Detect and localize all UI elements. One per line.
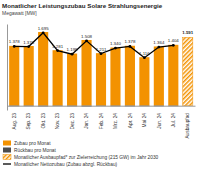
bar (38, 32, 48, 106)
marker (85, 39, 88, 42)
bar (110, 48, 120, 106)
x-tick: Nov. 23 (55, 106, 60, 129)
data-labels: 1.5911.3781.3761.6951.2811.1981.5081.211… (9, 26, 194, 56)
marker (114, 47, 117, 50)
x-tick: Okt. 23 (41, 106, 46, 129)
legend-label: Zubau pro Monat (14, 141, 51, 146)
marker (143, 56, 146, 59)
x-tick: Feb. 24 (99, 106, 104, 130)
y-axis-line (7, 25, 8, 111)
subtitle: Megawatt [MW] (2, 10, 37, 16)
data-label: 1.404 (168, 38, 180, 43)
bar (154, 46, 164, 105)
legend-entry: Monatlicher Ausbaupfad* zur Zielerreichu… (3, 155, 159, 160)
bar (67, 54, 77, 106)
marker (157, 46, 160, 49)
x-tick-label: Nov. 23 (55, 113, 60, 130)
line (14, 33, 173, 58)
legend-entry: Rückbau pro Monat (3, 148, 57, 153)
y-axis (7, 25, 8, 111)
legend: Zubau pro Monat Rückbau pro Monat Monatlic… (3, 141, 159, 167)
data-label: 1.198 (67, 47, 79, 52)
legend-entry: Zubau pro Monat (3, 141, 51, 146)
title: Monatlicher Leistungszubau Solare Strahl… (2, 2, 163, 9)
data-label: 1.376 (23, 40, 35, 45)
data-label: 1.378 (124, 39, 136, 44)
x-axis-line (8, 106, 196, 107)
bar (96, 53, 106, 106)
x-tick: Sep. 23 (26, 106, 31, 130)
x-tick-label: Okt. 23 (41, 113, 46, 129)
data-label: 1.116 (139, 51, 150, 56)
legend-swatch (3, 155, 11, 160)
x-tick: Apr. 24 (128, 106, 133, 129)
marker (56, 49, 59, 52)
x-tick-label: Aug. 23 (12, 113, 17, 130)
x-tick-label: Jan. 24 (84, 113, 89, 129)
plot-marks (9, 31, 193, 106)
x-tick-label: Jul. 24 (171, 113, 176, 127)
x-tick: Jan. 24 (84, 106, 89, 129)
bar (81, 40, 91, 106)
chart: Monatlicher Leistungszubau Solare Strahl… (0, 0, 200, 170)
x-tick: Ausbaupfad (185, 106, 190, 139)
bar (9, 46, 19, 106)
data-label: 1.211 (96, 47, 107, 52)
bar (139, 57, 149, 106)
x-tick-label: Sep. 23 (26, 113, 31, 130)
marker (129, 45, 132, 48)
x-tick-label: Dez. 23 (70, 113, 75, 130)
x-tick-label: Ausbaupfad (185, 113, 190, 139)
x-tick-label: Feb. 24 (99, 113, 104, 130)
x-tick: Mrz. 24 (113, 106, 118, 129)
marker (42, 31, 45, 34)
x-tick-label: Apr. 24 (128, 113, 133, 129)
marker (13, 45, 16, 48)
legend-swatch (3, 148, 11, 153)
data-label: 1.340 (110, 41, 122, 46)
data-label: 1.378 (9, 39, 21, 44)
bar (53, 50, 63, 106)
bar (125, 46, 135, 106)
legend-swatch (3, 163, 11, 164)
x-tick: Jun. 24 (157, 106, 162, 129)
x-tick: Aug. 23 (12, 106, 17, 130)
marker (172, 44, 175, 47)
legend-swatch (3, 141, 11, 146)
data-label: 1.281 (52, 44, 64, 49)
bar (168, 45, 178, 106)
marker (27, 45, 30, 48)
legend-label: Monatlicher Ausbaupfad* zur Zielerreichu… (14, 155, 159, 160)
data-label: 1.508 (81, 34, 93, 39)
x-tick: Mai 24 (142, 106, 147, 128)
data-label: 1.364 (153, 40, 165, 45)
bar (183, 37, 193, 105)
x-tick: Jul. 24 (171, 106, 176, 127)
x-tick: Dez. 23 (70, 106, 75, 130)
legend-label: Rückbau pro Monat (14, 148, 57, 153)
data-label: 1.695 (38, 26, 50, 31)
legend-entry: Monatlicher Nettozubau (Zubau abzgl. Rüc… (3, 162, 118, 167)
bar (24, 46, 34, 106)
x-tick-label: Jun. 24 (157, 113, 162, 129)
data-label: 1.591 (182, 30, 194, 35)
x-tick-label: Mrz. 24 (113, 113, 118, 129)
marker (100, 52, 103, 55)
marker (71, 53, 74, 56)
x-tick-label: Mai 24 (142, 113, 147, 128)
legend-label: Monatlicher Nettozubau (Zubau abzgl. Rüc… (14, 162, 118, 167)
x-axis: Aug. 23 Sep. 23 Okt. 23 Nov. 23 Dez. 23 Jan. … (8, 106, 196, 139)
